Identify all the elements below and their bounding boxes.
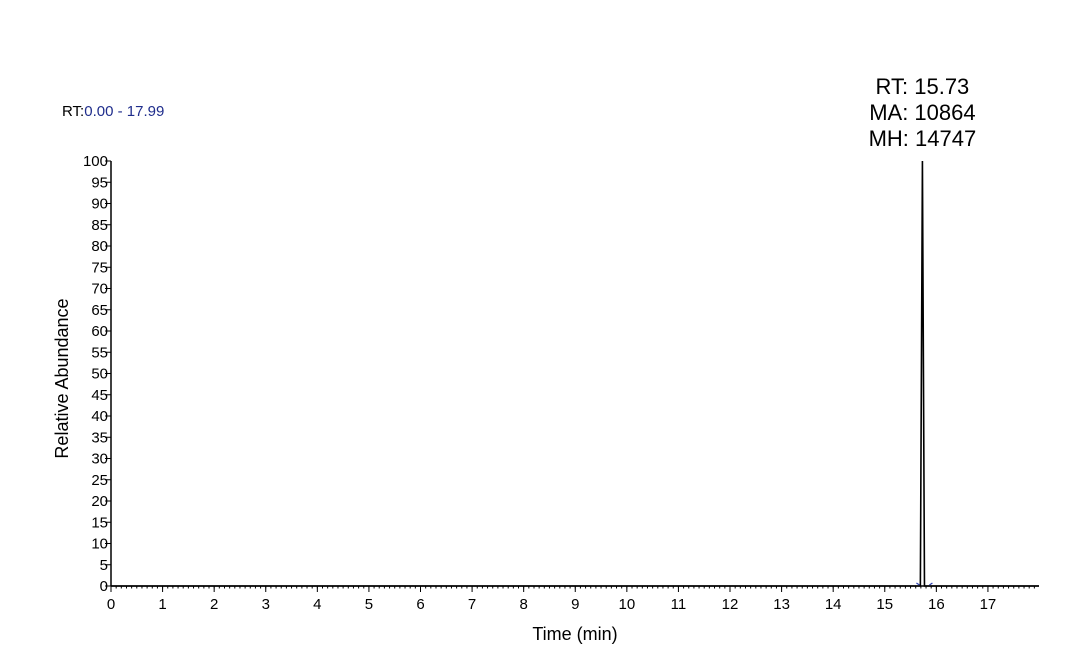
y-tick-label: 50 <box>91 366 108 383</box>
y-tick-label: 75 <box>91 259 108 276</box>
x-tick-label: 17 <box>980 596 997 613</box>
x-tick-label: 9 <box>571 596 579 613</box>
y-axis-ticks <box>105 160 111 587</box>
y-tick-label: 0 <box>100 578 108 595</box>
x-tick-label: 11 <box>671 596 687 613</box>
y-tick-label: 30 <box>91 451 108 468</box>
y-axis-tick-labels: 0 5 10 15 20 25 30 35 40 45 50 55 60 65 70 75 80 85 90 95 10… <box>83 153 108 595</box>
y-tick-label: 70 <box>91 281 108 298</box>
x-tick-label: 5 <box>365 596 373 613</box>
y-tick-label: 5 <box>100 557 108 574</box>
baseline-marker-0 <box>916 582 933 586</box>
y-tick-label: 10 <box>91 536 108 553</box>
y-tick-label: 60 <box>91 323 108 340</box>
peak-annotation-line: RT: 15.73 <box>876 74 970 99</box>
y-tick-label: 15 <box>91 514 108 531</box>
x-tick-label: 1 <box>158 596 166 613</box>
x-axis-ticks <box>110 586 1035 592</box>
peak-annotation-line: MA: 10864 <box>869 100 975 125</box>
series-line-0 <box>111 160 1039 587</box>
y-tick-label: 65 <box>91 302 108 319</box>
x-tick-label: 3 <box>262 596 270 613</box>
y-tick-label: 95 <box>91 174 108 191</box>
x-tick-label: 16 <box>928 596 945 613</box>
x-tick-label: 13 <box>773 596 790 613</box>
y-tick-label: 85 <box>91 217 108 234</box>
y-tick-label: 80 <box>91 238 108 255</box>
x-tick-label: 6 <box>416 596 424 613</box>
x-tick-label: 15 <box>876 596 893 613</box>
x-axis-title: Time (min) <box>532 624 617 644</box>
x-tick-label: 14 <box>825 596 842 613</box>
rt-range-value: 0.00 - 17.99 <box>84 103 164 120</box>
rt-range-label: RT:0.00 - 17.99 <box>62 103 164 120</box>
y-tick-label: 90 <box>91 196 108 213</box>
y-tick-label: 55 <box>91 344 108 361</box>
y-tick-label: 35 <box>91 429 108 446</box>
x-tick-label: 10 <box>618 596 635 613</box>
y-tick-label: 100 <box>83 153 108 170</box>
y-tick-label: 25 <box>91 472 108 489</box>
y-axis-title: Relative Abundance <box>52 298 72 458</box>
x-tick-label: 12 <box>722 596 739 613</box>
x-axis-tick-labels: 0 1 2 3 4 5 6 7 8 9 10 11 12 13 14 15 16 17 <box>107 596 996 613</box>
x-tick-label: 0 <box>107 596 115 613</box>
y-tick-label: 40 <box>91 408 108 425</box>
peak-annotation-line: MH: 14747 <box>869 126 977 151</box>
rt-range-prefix: RT: <box>62 103 84 120</box>
x-tick-label: 2 <box>210 596 218 613</box>
x-tick-label: 7 <box>468 596 476 613</box>
x-tick-label: 8 <box>520 596 528 613</box>
y-tick-label: 45 <box>91 387 108 404</box>
series-layer <box>111 160 1039 587</box>
y-tick-label: 20 <box>91 493 108 510</box>
x-tick-label: 4 <box>313 596 321 613</box>
